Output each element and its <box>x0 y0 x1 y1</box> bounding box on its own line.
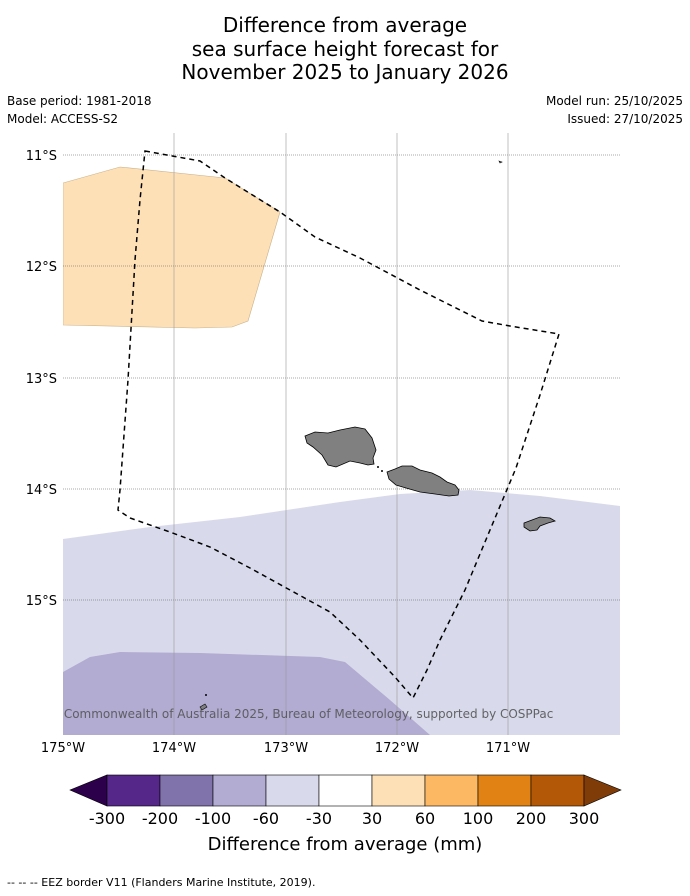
title-line-2: sea surface height forecast for <box>191 36 499 61</box>
lat-label-15s: 15°S <box>26 594 57 609</box>
model-name: Model: ACCESS-S2 <box>7 112 119 126</box>
colorbar-segment-2 <box>159 774 214 807</box>
islet-rose <box>498 160 503 164</box>
lat-label-12s: 12°S <box>26 260 57 275</box>
lon-label-173w: 173°W <box>264 741 308 756</box>
colorbar-tick: -200 <box>142 809 178 828</box>
anomaly-region-plus30-60 <box>63 166 281 329</box>
colorbar-segment-9 <box>530 774 585 807</box>
lon-label-175w: 175°W <box>41 741 85 756</box>
island-upolu <box>386 465 460 497</box>
lon-label-174w: 174°W <box>152 741 196 756</box>
colorbar-tick: 300 <box>569 809 600 828</box>
title-line-1: Difference from average <box>222 13 468 37</box>
colorbar-tick: 100 <box>463 809 494 828</box>
colorbar-segment-7 <box>424 774 479 807</box>
eez-border <box>117 150 560 700</box>
lat-label-11s: 11°S <box>26 149 57 164</box>
lon-gridlines <box>173 133 509 735</box>
colorbar: -300 -200 -100 -60 -30 30 60 100 200 300… <box>69 774 622 855</box>
colorbar-segment-5 <box>318 774 373 807</box>
colorbar-segment-8 <box>477 774 532 807</box>
colorbar-extend-high <box>583 774 622 807</box>
colorbar-segment-1 <box>106 774 161 807</box>
lon-label-172w: 172°W <box>375 741 419 756</box>
islet-manono <box>381 470 383 472</box>
island-savaii <box>304 426 377 468</box>
lon-label-171w: 171°W <box>486 741 530 756</box>
anomaly-region-minus60-100 <box>63 652 430 735</box>
lat-labels: 11°S 12°S 13°S 14°S 15°S <box>26 149 57 609</box>
eez-legend-footer: -- -- -- EEZ border V11 (Flanders Marine… <box>7 876 316 889</box>
island-tutuila <box>523 516 556 532</box>
colorbar-tick: 30 <box>362 809 382 828</box>
colorbar-segment-3 <box>212 774 267 807</box>
colorbar-tick: -60 <box>253 809 279 828</box>
colorbar-label: Difference from average (mm) <box>208 834 483 855</box>
colorbar-tick: -300 <box>89 809 125 828</box>
lat-gridlines <box>63 154 620 601</box>
map-title: Difference from average sea surface heig… <box>0 13 690 85</box>
colorbar-tick: -30 <box>306 809 332 828</box>
title-line-3: November 2025 to January 2026 <box>181 60 509 84</box>
colorbar-tick: -100 <box>195 809 231 828</box>
islet-south <box>199 703 208 711</box>
colorbar-segment-6 <box>371 774 426 807</box>
copyright-notice: © Commonwealth of Australia 2025, Bureau… <box>48 707 553 721</box>
colorbar-segment-4 <box>265 774 320 807</box>
model-run: Model run: 25/10/2025 <box>545 94 683 108</box>
lat-label-13s: 13°S <box>26 372 57 387</box>
islet-apolima <box>377 466 379 468</box>
lon-labels: 175°W 174°W 173°W 172°W 171°W <box>41 741 530 756</box>
issued-date: Issued: 27/10/2025 <box>567 112 683 126</box>
colorbar-tick: 200 <box>516 809 547 828</box>
colorbar-tick: 60 <box>415 809 435 828</box>
islet-south-dot <box>205 694 207 696</box>
base-period: Base period: 1981-2018 <box>7 94 152 108</box>
colorbar-extend-low <box>69 774 108 807</box>
lat-label-14s: 14°S <box>26 483 57 498</box>
map-plot-area: © Commonwealth of Australia 2025, Bureau… <box>48 133 620 735</box>
